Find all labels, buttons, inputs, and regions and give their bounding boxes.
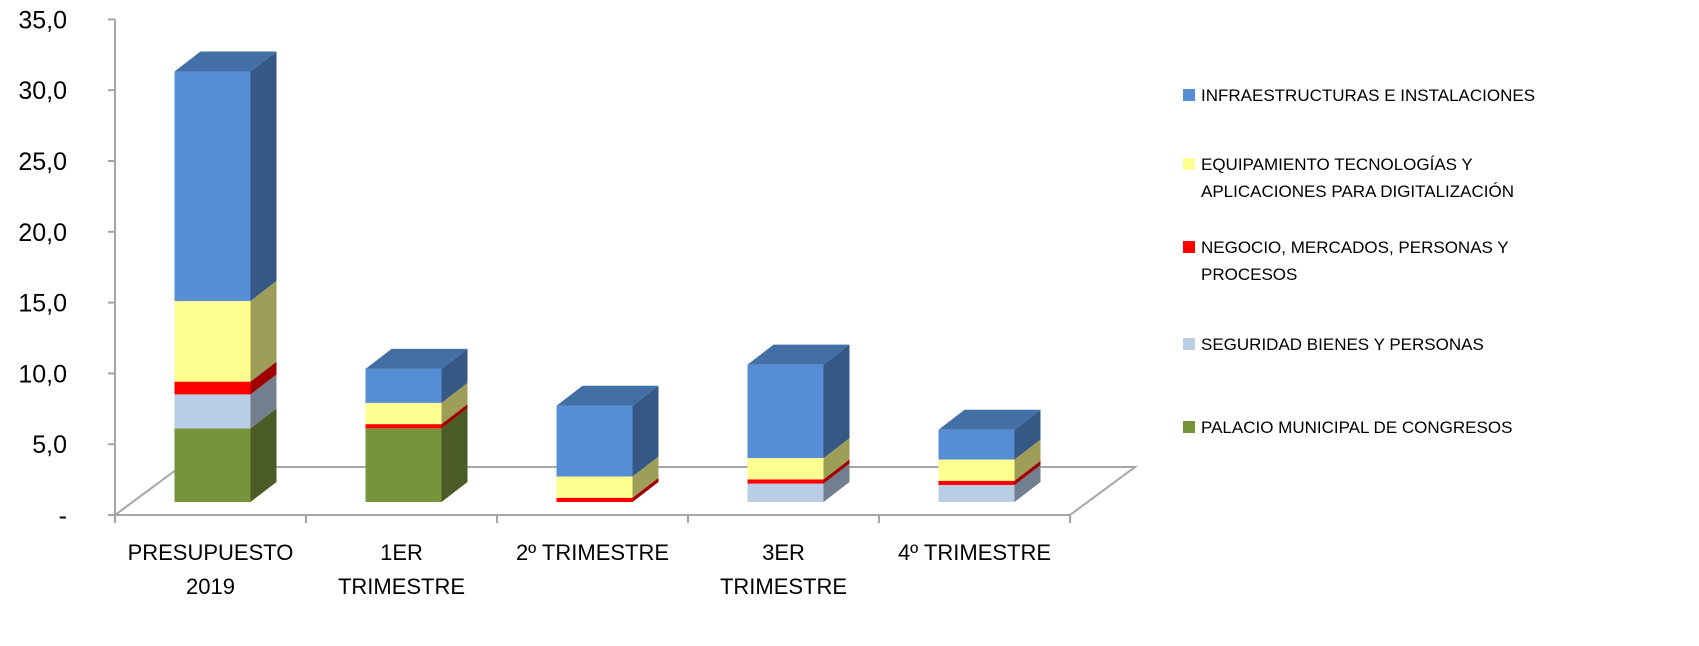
legend-label: NEGOCIO, MERCADOS, PERSONAS Y: [1201, 238, 1509, 257]
bar-segment: [747, 479, 824, 484]
bar-side: [1014, 409, 1041, 460]
bar-segment: [174, 300, 251, 382]
bar-side: [441, 404, 468, 429]
x-tick-label: 4º TRIMESTRE: [898, 540, 1051, 565]
bar-segment: [938, 485, 1015, 502]
legend-swatch: [1183, 421, 1195, 433]
bar-top: [174, 51, 277, 72]
bar-top: [365, 348, 468, 369]
bar-side: [250, 374, 277, 429]
bar-side: [632, 385, 659, 477]
bar-top: [938, 409, 1041, 430]
y-tick-label: 15,0: [18, 290, 67, 318]
legend-swatch: [1183, 338, 1195, 350]
bar-side: [632, 477, 659, 502]
bar-side: [441, 408, 468, 502]
bar-side: [823, 344, 850, 459]
legend-swatch: [1183, 241, 1195, 253]
bar-side: [250, 280, 277, 382]
chart-legend: INFRAESTRUCTURAS E INSTALACIONES EQUIPAMI…: [1183, 86, 1535, 437]
bar-segment: [938, 459, 1015, 481]
bar-segment: [365, 428, 442, 502]
floor-outline: [111, 466, 1139, 516]
bar-side: [823, 463, 850, 502]
legend-label: EQUIPAMIENTO TECNOLOGÍAS Y: [1201, 155, 1473, 174]
bar-segment: [365, 368, 442, 403]
bar-side: [823, 459, 850, 484]
bar-segment: [747, 483, 824, 502]
bar-segment: [556, 476, 633, 498]
legend-label: APLICACIONES PARA DIGITALIZACIÓN: [1201, 182, 1514, 201]
bar-top: [747, 344, 850, 365]
legend-label: SEGURIDAD BIENES Y PERSONAS: [1201, 335, 1484, 354]
bar-side: [441, 348, 468, 403]
x-tick-label: PRESUPUESTO: [128, 540, 294, 565]
bar-segment: [174, 71, 251, 301]
bar-side: [1014, 439, 1041, 481]
y-tick-label: -: [59, 502, 67, 530]
bar-side: [823, 438, 850, 480]
y-tick-label: 35,0: [18, 6, 67, 34]
bar-segment: [556, 405, 633, 477]
bar-segment: [365, 402, 442, 425]
bar-side: [1014, 465, 1041, 502]
legend-swatch: [1183, 89, 1195, 101]
y-tick-label: 20,0: [18, 219, 67, 247]
bar-segment: [174, 381, 251, 395]
chart-axes: [108, 18, 1071, 523]
bar-segment: [174, 428, 251, 502]
bar-segment: [747, 458, 824, 480]
chart-floor: [111, 466, 1139, 516]
bar-side: [632, 456, 659, 498]
x-tick-label: TRIMESTRE: [338, 574, 465, 599]
legend-label: INFRAESTRUCTURAS E INSTALACIONES: [1201, 86, 1535, 105]
bar-side: [250, 408, 277, 502]
y-tick-label: 5,0: [32, 431, 67, 459]
bar-side: [441, 382, 468, 425]
x-tick-label: 2º TRIMESTRE: [516, 540, 669, 565]
y-tick-label: 10,0: [18, 360, 67, 388]
chart-bars: [174, 51, 1041, 502]
bar-segment: [747, 364, 824, 459]
legend-swatch: [1183, 158, 1195, 170]
bar-top: [556, 385, 659, 406]
x-tick-label: 3ER: [762, 540, 805, 565]
bar-segment: [174, 394, 251, 429]
x-tick-label: 2019: [186, 574, 235, 599]
bar-segment: [365, 424, 442, 429]
y-tick-label: 30,0: [18, 77, 67, 105]
bar-side: [250, 361, 277, 395]
bar-segment: [938, 429, 1015, 460]
legend-label: PROCESOS: [1201, 265, 1297, 284]
x-tick-label: 1ER: [380, 540, 423, 565]
legend-label: PALACIO MUNICIPAL DE CONGRESOS: [1201, 418, 1512, 437]
chart-labels: - 5,0 10,0 15,0 20,0 25,0 30,0 35,0 PRESUPUESTO 2…: [18, 6, 1051, 599]
bar-segment: [556, 497, 633, 502]
bar-segment: [938, 480, 1015, 486]
x-tick-label: TRIMESTRE: [720, 574, 847, 599]
bar-side: [1014, 460, 1041, 486]
y-tick-label: 25,0: [18, 148, 67, 176]
bar-side: [250, 51, 277, 301]
